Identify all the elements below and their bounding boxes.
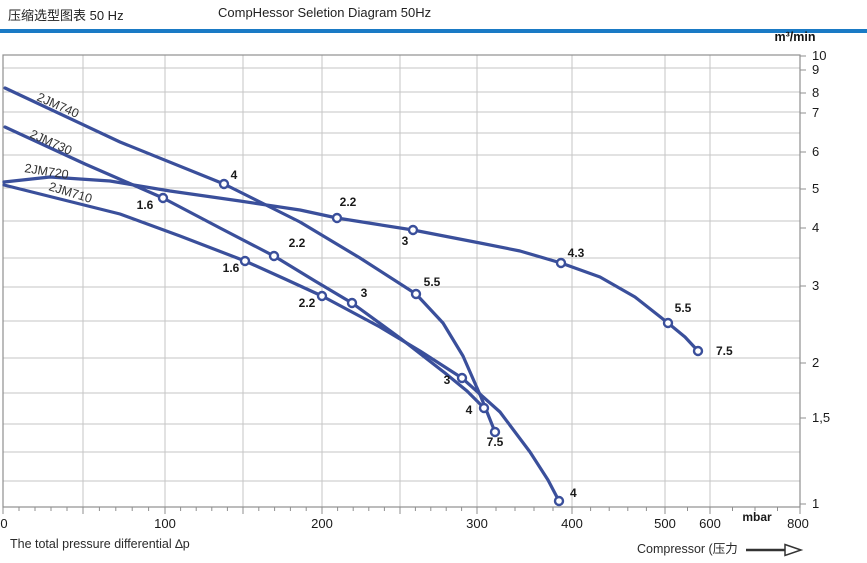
header-divider <box>0 29 867 33</box>
power-marker-label: 4.3 <box>568 246 585 260</box>
svg-text:1,5: 1,5 <box>812 410 830 425</box>
power-marker-label: 1.6 <box>137 198 154 212</box>
duty-point-marker <box>553 495 565 507</box>
x-axis-caption: The total pressure differential ∆p <box>10 537 190 551</box>
duty-point-marker <box>157 192 169 204</box>
power-marker-label: 4 <box>231 168 238 182</box>
duty-point-marker <box>410 288 422 300</box>
duty-point-marker <box>489 426 501 438</box>
power-marker-label: 2.2 <box>289 236 306 250</box>
curve-label-2JM740: 2JM740 <box>35 90 81 121</box>
plot-border <box>2 54 801 508</box>
grid-horizontal <box>3 67 800 482</box>
svg-text:300: 300 <box>466 516 488 531</box>
duty-point-marker <box>692 345 704 357</box>
duty-point-marker <box>239 255 251 267</box>
power-marker-label: 5.5 <box>424 275 441 289</box>
curve-label-2JM730: 2JM730 <box>28 127 74 158</box>
direction-arrow <box>746 543 804 557</box>
svg-text:8: 8 <box>812 85 819 100</box>
svg-text:10: 10 <box>812 48 826 63</box>
page-title-chinese: 压缩选型图表 50 Hz <box>8 8 124 23</box>
svg-text:100: 100 <box>154 516 176 531</box>
power-marker-label: 2.2 <box>340 195 357 209</box>
curve-2JM740 <box>3 86 497 434</box>
compressor-direction-caption: Compressor (压力 <box>637 542 738 556</box>
svg-text:2: 2 <box>812 355 819 370</box>
grid-vertical <box>2 55 801 507</box>
curve-2JM730 <box>3 125 486 410</box>
svg-text:4: 4 <box>812 220 819 235</box>
svg-text:500: 500 <box>654 516 676 531</box>
curve-2JM710 <box>2 183 561 503</box>
duty-point-marker <box>407 224 419 236</box>
page-title-english: CompHessor Seletion Diagram 50Hz <box>218 5 432 20</box>
power-marker-label: 1.6 <box>223 261 240 275</box>
power-marker-label: 3 <box>361 286 368 300</box>
svg-text:1: 1 <box>812 496 819 511</box>
y-axis-ticks <box>800 55 806 505</box>
svg-text:6: 6 <box>812 144 819 159</box>
svg-text:200: 200 <box>311 516 333 531</box>
power-markers: 4 1.6 2.2 3 2.2 1.6 5.5 4.3 2.2 3 5.5 7.5 3 4 7.5 4 <box>137 168 733 507</box>
x-unit-label: mbar <box>742 510 772 524</box>
duty-point-marker <box>662 317 674 329</box>
x-axis-ticks <box>2 507 801 514</box>
svg-text:5: 5 <box>812 181 819 196</box>
svg-text:0: 0 <box>0 516 7 531</box>
duty-point-marker <box>218 178 230 190</box>
duty-point-marker <box>316 290 328 302</box>
svg-text:9: 9 <box>812 62 819 77</box>
svg-text:3: 3 <box>812 278 819 293</box>
duty-point-marker <box>478 402 490 414</box>
svg-text:600: 600 <box>699 516 721 531</box>
duty-point-marker <box>331 212 343 224</box>
power-marker-label: 3 <box>402 234 409 248</box>
svg-text:800: 800 <box>787 516 809 531</box>
y-axis-unit-label: m³/min <box>774 30 816 44</box>
power-marker-label: 2.2 <box>299 296 316 310</box>
duty-point-marker <box>555 257 567 269</box>
power-marker-label: 7.5 <box>487 435 504 449</box>
power-marker-label: 4 <box>466 403 473 417</box>
power-marker-label: 7.5 <box>716 344 733 358</box>
duty-point-marker <box>346 297 358 309</box>
x-axis-labels: 0 100 200 300 400 500 600 800 mbar <box>0 510 808 531</box>
curve-label-2JM720: 2JM720 <box>24 161 70 182</box>
power-marker-label: 3 <box>444 373 451 387</box>
power-marker-label: 4 <box>570 486 577 500</box>
power-marker-label: 5.5 <box>675 301 692 315</box>
duty-point-marker <box>268 250 280 262</box>
svg-text:400: 400 <box>561 516 583 531</box>
svg-text:7: 7 <box>812 105 819 120</box>
duty-point-marker <box>456 372 468 384</box>
y-axis-labels: 109 8 7 6 5 4 3 2 1,5 1 <box>812 48 830 511</box>
